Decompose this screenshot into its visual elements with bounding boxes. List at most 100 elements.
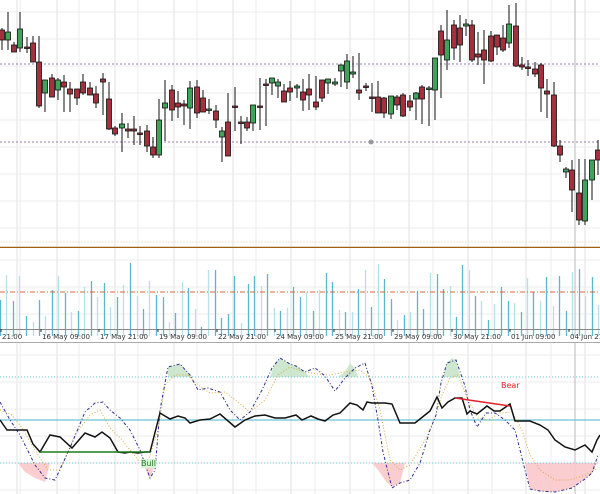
bear-candle-body	[67, 88, 73, 95]
bull-candle-body	[563, 168, 569, 173]
bear-candle-body	[137, 132, 143, 135]
candle	[513, 3, 519, 67]
bear-candle-body	[438, 30, 444, 56]
bull-candle-body	[332, 81, 338, 85]
oscillator-panel[interactable]	[0, 343, 600, 494]
axis-tick-label: 30 May 21:00	[453, 333, 501, 341]
candle	[381, 97, 387, 118]
candle	[319, 79, 325, 102]
bull-candle-body	[275, 81, 281, 87]
candle	[225, 93, 231, 157]
bear-candle-body	[451, 24, 457, 49]
bear-candle-body	[244, 121, 250, 129]
candle	[557, 140, 563, 162]
axis-tick-label: 25 May 21:00	[335, 333, 383, 341]
bear-candle-body	[369, 96, 375, 99]
bear-candle-body	[11, 44, 17, 53]
bear-candle-body	[181, 103, 187, 107]
bear-candle-body	[306, 88, 312, 96]
axis-tick-label: 24 May 09:00	[276, 333, 324, 341]
candle	[369, 83, 375, 112]
bear-candle-body	[394, 96, 400, 106]
candle	[125, 123, 131, 138]
candle	[263, 79, 269, 126]
fast-signal-line	[0, 357, 599, 493]
candle	[106, 82, 112, 130]
bull-signal-label: Bull	[141, 459, 157, 468]
candle	[375, 81, 381, 114]
bull-candle-body	[119, 123, 125, 129]
candle	[306, 74, 312, 110]
candle	[488, 31, 494, 62]
bull-candle-body	[444, 39, 450, 61]
candle	[300, 79, 306, 111]
candle	[519, 57, 525, 70]
axis-tick-label: 29 May 09:00	[394, 333, 442, 341]
bear-candle-body	[175, 102, 181, 108]
bear-candle-body	[469, 24, 475, 61]
bear-candle-body	[30, 42, 36, 63]
candle	[213, 105, 219, 128]
bear-candle-body	[500, 37, 506, 51]
bear-candle-body	[238, 121, 244, 124]
candle	[175, 91, 181, 118]
price-panel[interactable]	[0, 0, 600, 248]
bear-candle-body	[24, 46, 30, 49]
bear-candle-body	[125, 128, 131, 132]
candle	[338, 64, 344, 87]
candle	[563, 167, 569, 178]
bear-candle-body	[407, 100, 413, 108]
candle	[469, 20, 475, 62]
oversold-zone-fill	[18, 463, 50, 482]
bear-candle-body	[381, 97, 387, 114]
bull-candle-body	[344, 60, 350, 83]
candle	[432, 57, 438, 120]
bull-candle-body	[5, 31, 11, 41]
candle	[93, 86, 99, 108]
bear-candle-body	[131, 128, 137, 132]
candle	[244, 117, 250, 131]
bull-candle-body	[250, 104, 256, 124]
overbought-zone-fill	[443, 358, 460, 377]
oscillator-main-line	[0, 395, 600, 454]
candle	[438, 25, 444, 98]
candle	[394, 95, 400, 110]
bull-candle-body	[506, 23, 512, 44]
candle	[426, 86, 432, 126]
bear-candle-body	[144, 130, 150, 147]
candle	[344, 54, 350, 89]
bull-candle-body	[42, 79, 48, 94]
bull-candle-body	[219, 130, 225, 138]
candle	[544, 79, 550, 118]
volume-panel[interactable]	[0, 248, 600, 336]
bear-candle-body	[200, 97, 206, 113]
bull-candle-body	[162, 102, 168, 109]
axis-tick-label: 04 Jun 21:00	[570, 333, 600, 341]
candle	[219, 127, 225, 162]
bear-candle-body	[0, 29, 5, 41]
candle	[112, 126, 118, 136]
bear-candle-body	[475, 53, 481, 58]
candle	[589, 159, 595, 200]
time-axis: 21:00 16 May 09:00 17 May 21:00 19 May 09:0…	[0, 329, 600, 343]
candle	[287, 81, 293, 101]
candle	[49, 74, 55, 98]
bull-candle-body	[582, 179, 588, 222]
candle	[150, 137, 156, 158]
candle	[61, 75, 67, 112]
bear-candle-body	[494, 34, 500, 48]
axis-tick-label: 22 May 21:00	[218, 333, 266, 341]
candle	[475, 32, 481, 65]
bull-candle-body	[463, 23, 469, 27]
bear-candle-body	[319, 79, 325, 99]
bear-candle-body	[481, 49, 487, 61]
candle	[350, 56, 356, 78]
candle	[595, 140, 600, 175]
candle	[200, 90, 206, 113]
candle	[363, 83, 369, 91]
bull-candle-body	[388, 95, 394, 115]
candle	[181, 100, 187, 125]
bear-candle-body	[281, 90, 287, 103]
bear-candle-body	[194, 86, 200, 114]
